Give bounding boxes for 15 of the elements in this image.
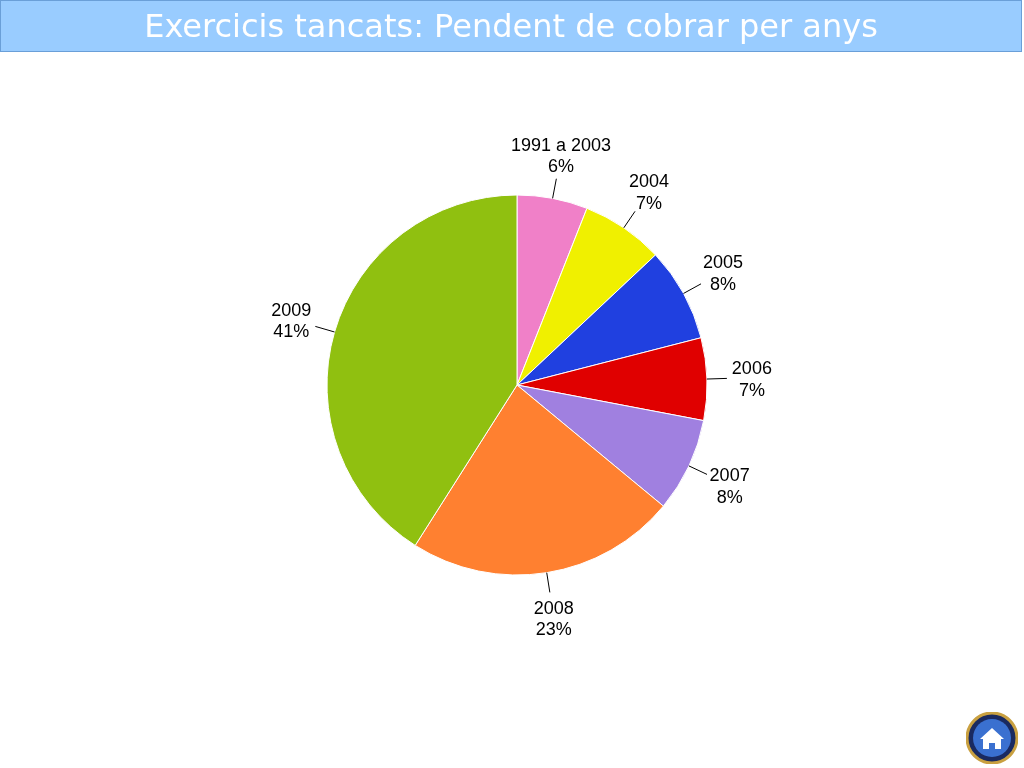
data-label: 8%	[709, 273, 736, 294]
data-label: 7%	[738, 379, 765, 400]
data-label: 23%	[535, 619, 572, 640]
slice-label: 2009	[271, 299, 312, 320]
data-label: 8%	[716, 487, 743, 508]
slice-label: 2004	[629, 171, 670, 192]
data-label: 7%	[636, 192, 663, 213]
slice-label: 1991 a 2003	[510, 134, 612, 155]
slice-label: 2008	[533, 597, 574, 618]
data-label: 6%	[548, 156, 575, 177]
data-label: 41%	[273, 321, 310, 342]
slice-label: 2007	[709, 465, 750, 486]
slice-label: 2005	[702, 252, 743, 273]
slice-label: 2006	[731, 358, 772, 379]
chart-title: Exercicis tancats: Pendent de cobrar per anys	[0, 0, 1022, 52]
